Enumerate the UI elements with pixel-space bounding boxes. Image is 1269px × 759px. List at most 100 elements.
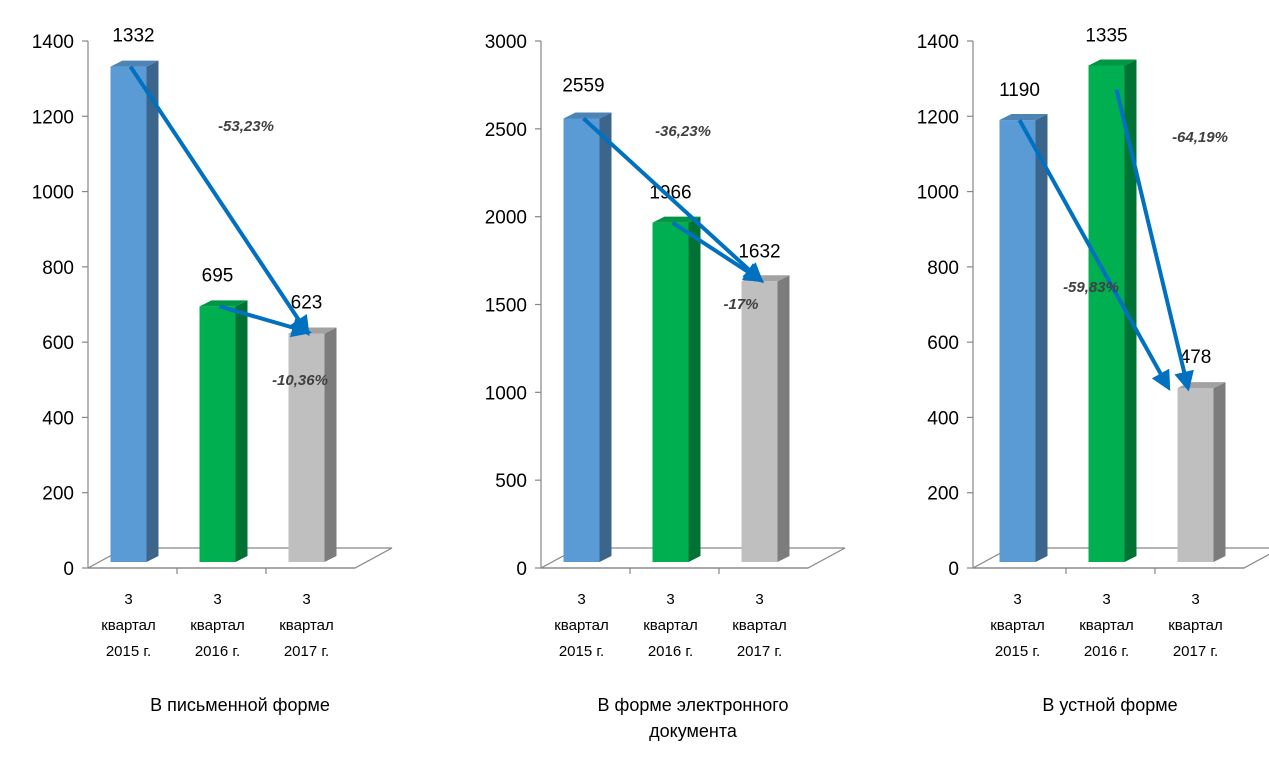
percent-change-label: -36,23% — [655, 123, 711, 140]
bar-top — [199, 300, 248, 307]
x-tick-label: 2017 г. — [284, 643, 329, 660]
x-tick-label: 2017 г. — [737, 643, 782, 660]
x-tick-label: 3 — [213, 591, 221, 608]
x-tick-label: 2015 г. — [995, 643, 1040, 660]
trend-arrow — [218, 304, 312, 338]
y-tick-label: 1400 — [32, 32, 74, 53]
x-tick-label: 3 — [1102, 591, 1110, 608]
bar — [1177, 388, 1214, 562]
y-tick-label: 0 — [516, 559, 527, 580]
bar-top — [652, 216, 701, 223]
data-label: 1335 — [1085, 25, 1127, 46]
chart-title-line: документа — [649, 721, 738, 741]
y-tick-label: 1000 — [485, 383, 527, 404]
bar-top — [1088, 59, 1137, 66]
data-label: 1190 — [999, 80, 1040, 101]
bar — [110, 66, 147, 563]
x-tick-label: 2016 г. — [1084, 643, 1129, 660]
y-tick-label: 1000 — [32, 183, 74, 204]
x-tick-label: 3 — [124, 591, 132, 608]
percent-change-label: -10,36% — [272, 372, 328, 389]
y-tick-label: 2500 — [485, 120, 527, 141]
y-tick-label: 200 — [927, 484, 959, 505]
y-tick-label: 500 — [495, 471, 527, 492]
chart-2: 0 500 1000 1500 2000 2500 3000 2559 3 квартал 2015… — [485, 32, 846, 741]
chart-3: 0 200 400 600 800 1000 1200 1400 1190 3 квартал 201… — [917, 25, 1269, 715]
percent-change-label: -59,83% — [1063, 279, 1119, 296]
data-label: 2559 — [562, 75, 604, 96]
data-label: 478 — [1180, 347, 1212, 368]
trend-arrow — [671, 220, 765, 283]
y-tick-label: 400 — [927, 408, 959, 429]
bar-side — [688, 216, 701, 562]
bar — [1088, 65, 1125, 562]
y-tick-label: 800 — [42, 258, 74, 279]
x-tick-label: квартал — [279, 617, 334, 634]
chart-1: 0 200 400 600 800 1000 1200 1400 1332 3 квартал 201… — [32, 26, 393, 715]
x-tick-label: квартал — [190, 617, 245, 634]
y-tick-label: 1200 — [917, 107, 959, 128]
bar-side — [1213, 382, 1226, 562]
x-tick-label: квартал — [554, 617, 609, 634]
bar — [563, 118, 600, 563]
bar-side — [235, 300, 248, 562]
chart-title: В устной форме — [1042, 695, 1177, 715]
x-tick-label: квартал — [101, 617, 156, 634]
bar-side — [146, 60, 159, 563]
data-label: 1632 — [738, 241, 780, 262]
y-tick-label: 1200 — [32, 107, 74, 128]
chart-title: В письменной форме — [150, 695, 330, 715]
x-tick-label: 2016 г. — [195, 643, 240, 660]
x-tick-label: 3 — [755, 591, 763, 608]
bar-top — [110, 60, 159, 67]
bar — [652, 222, 689, 562]
y-tick-label: 0 — [948, 559, 959, 580]
bar-side — [777, 275, 790, 562]
percent-change-label: -53,23% — [218, 118, 274, 135]
data-label: 695 — [202, 265, 234, 286]
x-tick-label: 3 — [666, 591, 674, 608]
x-tick-label: 2015 г. — [559, 643, 604, 660]
y-tick-label: 2000 — [485, 208, 527, 229]
data-label: 1332 — [112, 26, 154, 47]
chart-title-line: В форме электронного — [598, 695, 789, 715]
x-tick-label: 2015 г. — [106, 643, 151, 660]
bar — [288, 333, 325, 562]
y-tick-label: 600 — [927, 333, 959, 354]
bar-side — [1035, 114, 1048, 563]
x-tick-label: 2017 г. — [1173, 643, 1218, 660]
x-tick-label: квартал — [1168, 617, 1223, 634]
bar-side — [1124, 59, 1137, 562]
y-tick-label: 400 — [42, 408, 74, 429]
x-tick-label: квартал — [1079, 617, 1134, 634]
percent-change-label: -17% — [723, 296, 758, 313]
x-tick-label: квартал — [990, 617, 1045, 634]
bar-top — [563, 112, 612, 119]
bar-side — [324, 327, 337, 562]
y-tick-label: 200 — [42, 484, 74, 505]
y-tick-label: 0 — [63, 559, 74, 580]
x-tick-label: квартал — [643, 617, 698, 634]
x-tick-label: 3 — [1191, 591, 1199, 608]
bar — [999, 120, 1036, 563]
bar-top — [999, 114, 1048, 121]
y-tick-label: 1500 — [485, 296, 527, 317]
y-tick-label: 3000 — [485, 32, 527, 53]
bar — [199, 306, 236, 562]
data-label: 623 — [291, 292, 323, 313]
bar-side — [599, 112, 612, 563]
x-tick-label: 3 — [1013, 591, 1021, 608]
percent-change-label: -64,19% — [1172, 129, 1228, 146]
y-tick-label: 600 — [42, 333, 74, 354]
x-tick-label: 3 — [577, 591, 585, 608]
trend-arrow — [582, 116, 764, 284]
trend-arrow — [1114, 89, 1194, 392]
trend-arrow — [1017, 119, 1171, 391]
y-tick-label: 800 — [927, 258, 959, 279]
y-tick-label: 1000 — [917, 183, 959, 204]
x-tick-label: 3 — [302, 591, 310, 608]
y-tick-label: 1400 — [917, 32, 959, 53]
chart-title: В форме электронного документа — [598, 695, 789, 741]
trend-arrow — [128, 65, 310, 337]
